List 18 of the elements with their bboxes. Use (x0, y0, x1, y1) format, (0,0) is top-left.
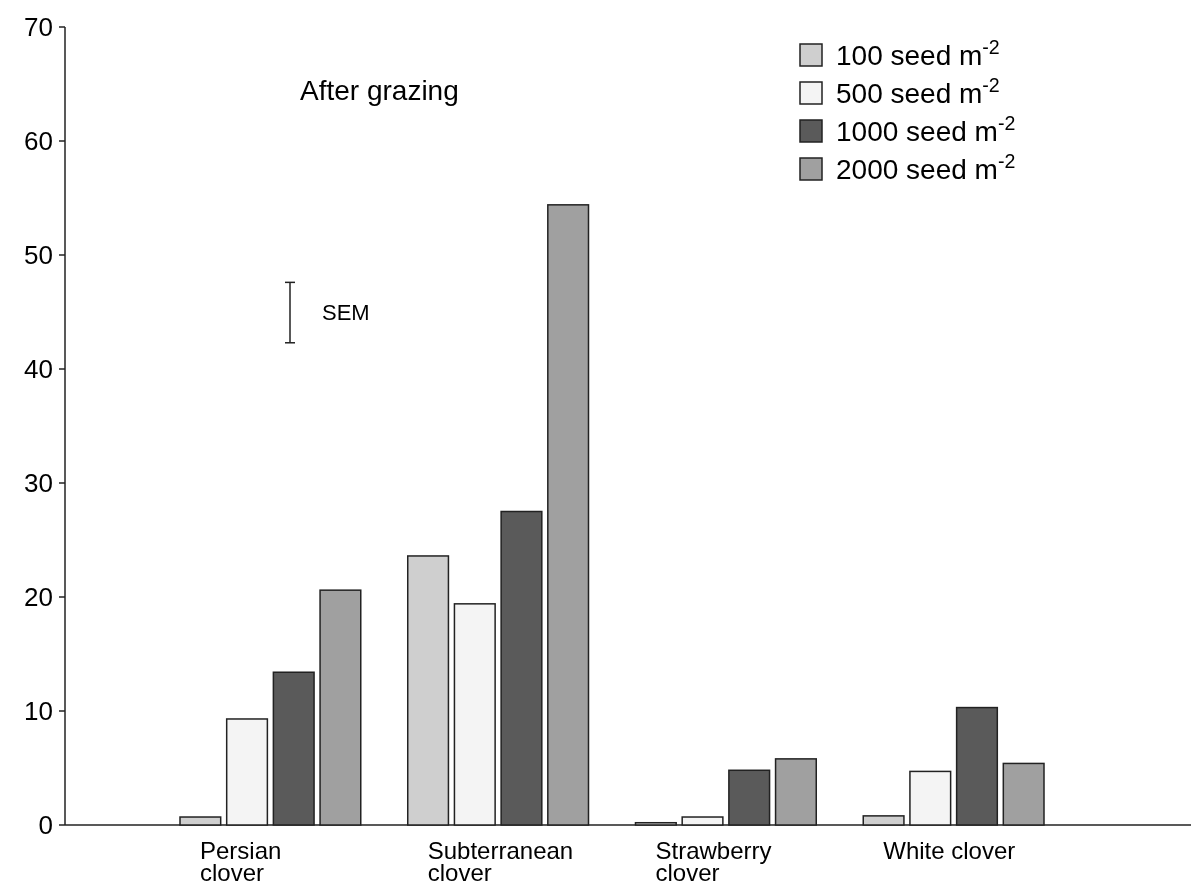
legend-label: 500 seed m$^{-2}$ (836, 73, 1000, 109)
y-tick-label: 50 (24, 240, 53, 271)
y-tick-label: 20 (24, 582, 53, 613)
x-tick-label: White clover (883, 837, 1016, 864)
x-tick-label: Persian clover (200, 837, 282, 886)
y-tick-label: 30 (24, 468, 53, 499)
y-tick-label: 70 (24, 12, 53, 43)
x-tick-label: Subterranean clover (427, 837, 574, 886)
y-tick-label: 60 (24, 126, 53, 157)
legend-label: 1000 seed m$^{-2}$ (836, 111, 1016, 147)
legend-label: 100 seed m$^{-2}$ (836, 35, 1000, 71)
y-tick-label: 40 (24, 354, 53, 385)
y-tick-label: 0 (38, 810, 53, 841)
x-tick-label: Strawberry clover (655, 837, 772, 886)
annotation: SEM (322, 299, 370, 325)
y-tick-label: 10 (24, 696, 53, 727)
legend-label: 2000 seed m$^{-2}$ (836, 149, 1016, 185)
text: After grazing (300, 75, 459, 106)
